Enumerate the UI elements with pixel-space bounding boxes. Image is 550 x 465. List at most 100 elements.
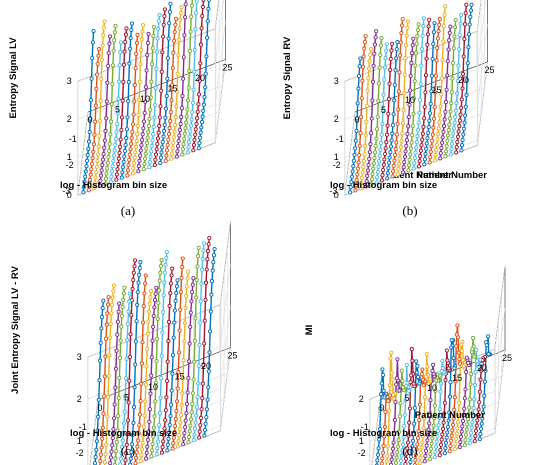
data-point [397, 388, 402, 393]
data-point [173, 16, 179, 21]
data-point [165, 378, 170, 384]
data-point [114, 348, 119, 353]
data-point [409, 373, 414, 378]
data-point [449, 90, 454, 95]
data-point [157, 411, 162, 416]
data-point [424, 443, 429, 448]
data-point [194, 278, 199, 283]
data-point [457, 445, 462, 450]
data-point [407, 406, 412, 411]
data-point [91, 142, 96, 147]
data-point [194, 405, 200, 410]
data-point [138, 62, 143, 67]
data-point [399, 30, 404, 36]
data-point [109, 174, 114, 179]
data-point [111, 153, 117, 158]
data-point [392, 98, 397, 103]
data-point [199, 281, 204, 286]
data-point [367, 150, 372, 155]
data-point [447, 122, 452, 127]
y-gridline [476, 31, 488, 146]
data-point [446, 128, 451, 133]
data-point [461, 71, 466, 77]
data-point [133, 144, 139, 149]
data-point [167, 126, 172, 131]
data-point [405, 440, 411, 445]
data-point [466, 411, 471, 416]
data-point [168, 291, 173, 296]
data-point [132, 155, 137, 160]
data-point [200, 4, 205, 10]
data-point [152, 102, 158, 107]
data-point [410, 133, 415, 138]
data-point [390, 123, 395, 128]
data-point [149, 143, 154, 149]
data-point [409, 347, 414, 352]
data-point [153, 380, 158, 385]
data-point [439, 92, 444, 97]
data-point [387, 383, 392, 388]
data-point [376, 446, 381, 451]
data-point [108, 455, 113, 460]
data-point [434, 142, 439, 147]
data-point [171, 435, 176, 440]
data-point [380, 450, 386, 455]
data-point [459, 148, 464, 153]
data-point [451, 126, 457, 131]
panel-caption: (a) [121, 203, 135, 218]
data-point [182, 33, 187, 38]
data-point [197, 343, 202, 348]
data-point [143, 382, 148, 387]
data-point [420, 131, 425, 136]
data-point [457, 357, 462, 362]
data-point [409, 51, 415, 56]
data-point [168, 110, 173, 115]
data-point [139, 447, 145, 452]
data-point [396, 438, 401, 443]
data-point [430, 436, 435, 441]
data-point [447, 30, 452, 35]
data-point [132, 385, 137, 390]
data-point [166, 436, 171, 441]
data-point [432, 105, 437, 110]
data-point [372, 155, 377, 161]
data-point [386, 97, 391, 102]
y-tick-label-5: 5 [115, 105, 120, 115]
data-point [103, 181, 108, 186]
data-point [392, 152, 398, 158]
data-point [133, 362, 138, 367]
data-point [127, 157, 132, 162]
data-point [460, 424, 465, 429]
data-point [436, 423, 441, 428]
data-point [470, 420, 475, 425]
data-point [162, 426, 167, 431]
data-point [450, 428, 455, 433]
y-tick-label-20: 20 [195, 73, 205, 83]
data-point [91, 28, 96, 34]
z-axis-label: MI [304, 325, 315, 336]
data-point [206, 242, 211, 247]
data-point [99, 445, 104, 450]
data-point [101, 298, 106, 303]
data-point [184, 284, 189, 289]
data-point [151, 434, 156, 439]
data-point [463, 437, 468, 443]
data-point [181, 142, 186, 147]
data-point [172, 29, 177, 34]
data-point [430, 138, 435, 143]
data-point [373, 150, 378, 155]
data-point [424, 146, 429, 151]
data-point [207, 235, 212, 241]
data-point [122, 49, 127, 54]
data-point [104, 99, 109, 104]
data-point [356, 86, 361, 91]
data-point [403, 149, 408, 154]
data-point [431, 125, 436, 130]
data-point [146, 319, 151, 324]
data-point [156, 300, 161, 305]
data-point [138, 398, 143, 404]
z-tick-label-0: 0 [334, 190, 339, 200]
data-point [385, 171, 390, 176]
data-point [133, 339, 138, 344]
data-point [438, 442, 444, 447]
